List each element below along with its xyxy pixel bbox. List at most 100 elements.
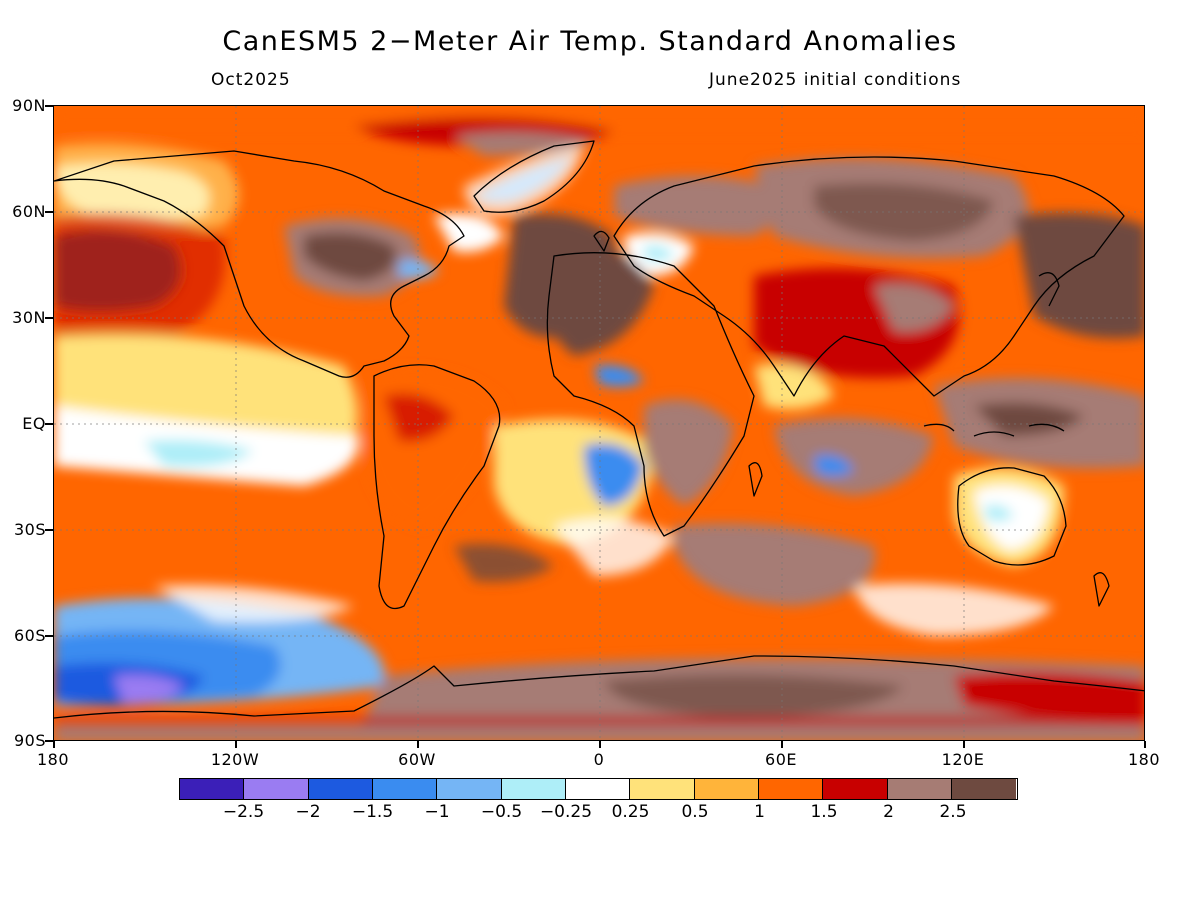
initial-conditions-label: June2025 initial conditions xyxy=(709,70,962,90)
tick-lat-eq xyxy=(45,423,53,425)
legend-swatch xyxy=(180,779,245,799)
coastline-antarctica xyxy=(54,655,1144,719)
tick-lat-30n xyxy=(45,317,53,319)
tick-lon-60w xyxy=(417,741,419,748)
coastline-south-america xyxy=(373,364,501,610)
lat-label-30n: 30N xyxy=(12,308,46,327)
tick-lat-60n xyxy=(45,211,53,213)
south-atlantic-cool xyxy=(584,443,644,506)
lon-label-60e: 60E xyxy=(765,750,797,769)
legend-swatch xyxy=(244,779,309,799)
tick-lon-120w xyxy=(235,741,237,748)
legend-label: −0.25 xyxy=(539,802,593,822)
legend-label: −1 xyxy=(424,802,450,822)
legend-label: −2 xyxy=(295,802,321,822)
asia-brown-core xyxy=(874,283,954,332)
tick-lat-60s xyxy=(45,635,53,637)
tick-lat-90s xyxy=(45,740,53,742)
southern-ocean-white-west xyxy=(154,585,354,622)
southern-ocean-dark xyxy=(454,543,554,582)
coastline-north-america xyxy=(54,150,465,378)
lat-label-60n: 60N xyxy=(12,202,46,221)
scandinavia-blue xyxy=(644,245,674,262)
coastline-new-zealand xyxy=(1093,572,1110,607)
forecast-month-label: Oct2025 xyxy=(211,70,291,90)
north-pacific-red xyxy=(54,213,226,339)
legend-label: 0.25 xyxy=(611,802,650,822)
legend-label: 2.5 xyxy=(939,802,967,822)
europe-brown xyxy=(614,176,781,236)
legend-swatch xyxy=(566,779,631,799)
legend-swatch xyxy=(759,779,824,799)
coastline-africa xyxy=(546,252,755,537)
labrador-white xyxy=(434,213,504,252)
tick-lon-60e xyxy=(781,741,783,748)
sahel-cool xyxy=(594,365,644,387)
lon-label-120e: 120E xyxy=(941,750,985,769)
tick-lat-30s xyxy=(45,529,53,531)
coastline-australia xyxy=(957,467,1067,566)
south-atlantic-white xyxy=(554,518,674,576)
tick-lat-90n xyxy=(45,105,53,107)
legend-label: −0.5 xyxy=(480,802,523,822)
indian-ocean-brown xyxy=(774,418,934,496)
lon-label-0: 0 xyxy=(593,750,605,769)
legend-label: 2 xyxy=(883,802,894,822)
lon-label-120w: 120W xyxy=(210,750,260,769)
coastline-japan xyxy=(1038,272,1060,307)
legend-label: 1 xyxy=(754,802,765,822)
far-east-dark xyxy=(1014,212,1144,339)
lat-label-60s: 60S xyxy=(13,626,46,645)
lat-label-90n: 90N xyxy=(12,96,46,115)
legend-swatch xyxy=(437,779,502,799)
tick-lon-0 xyxy=(599,741,601,748)
tick-lon-180e xyxy=(1144,741,1146,748)
siberia-dark xyxy=(814,183,994,241)
coastline-uk xyxy=(593,230,610,252)
australia-white xyxy=(974,485,1049,551)
legend-swatch xyxy=(501,779,567,799)
coastline-indonesia xyxy=(923,423,1065,437)
legend-label: −1.5 xyxy=(351,802,394,822)
lon-label-60w: 60W xyxy=(398,750,436,769)
lat-label-eq: EQ xyxy=(22,414,46,433)
legend-swatch xyxy=(308,779,374,799)
anomaly-map xyxy=(53,105,1145,741)
lat-label-90s: 90S xyxy=(13,731,46,750)
tropical-pacific-yellow xyxy=(54,334,358,436)
legend-swatch xyxy=(373,779,438,799)
australia-cool xyxy=(984,504,1014,522)
legend-label: −2.5 xyxy=(222,802,265,822)
legend-swatch xyxy=(952,779,1017,799)
antarctica-dark xyxy=(604,674,904,718)
coastline-greenland xyxy=(473,140,595,213)
legend-swatch xyxy=(887,779,953,799)
legend-label: 1.5 xyxy=(810,802,838,822)
southern-ocean-white xyxy=(854,583,1054,636)
amazon-red xyxy=(384,393,454,442)
tick-lon-180w xyxy=(53,741,55,748)
legend-swatch xyxy=(694,779,760,799)
lat-label-30s: 30S xyxy=(13,520,46,539)
arctic-brown-patch xyxy=(454,132,594,156)
legend-label: 0.5 xyxy=(681,802,709,822)
indian-ocean-yellow xyxy=(754,364,834,410)
chart-title: CanESM5 2−Meter Air Temp. Standard Anoma… xyxy=(222,26,958,57)
coastline-madagascar xyxy=(748,462,763,497)
east-pacific-cool xyxy=(144,439,254,467)
coastline-eurasia xyxy=(613,156,1125,397)
south-pole-band xyxy=(54,726,1144,740)
legend-swatch xyxy=(630,779,695,799)
anomaly-map-graphic xyxy=(54,106,1144,740)
legend-colorbar xyxy=(179,778,1018,800)
sahara-dark xyxy=(542,241,654,356)
southern-ocean-brown-east xyxy=(674,523,875,606)
lon-label-180w: 180 xyxy=(36,750,70,769)
indian-ocean-cool xyxy=(814,455,854,477)
legend-swatch xyxy=(823,779,888,799)
greenland-white xyxy=(464,146,584,216)
tick-lon-120e xyxy=(963,741,965,748)
africa-brown xyxy=(644,399,734,506)
north-america-dark xyxy=(304,232,396,281)
amundsen-sea-purple xyxy=(114,674,184,705)
